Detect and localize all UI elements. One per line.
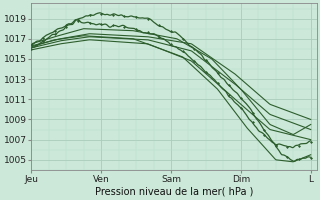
X-axis label: Pression niveau de la mer( hPa ): Pression niveau de la mer( hPa ): [95, 187, 253, 197]
